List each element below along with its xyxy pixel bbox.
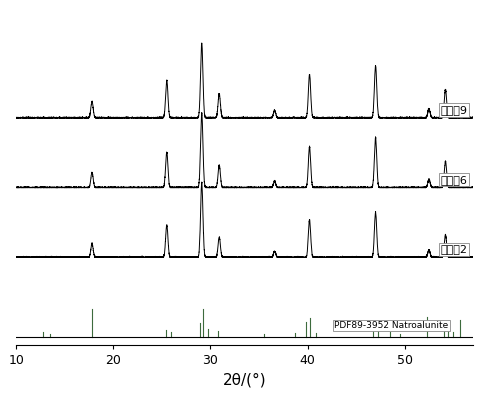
Text: PDF89-3952 Natroalunite: PDF89-3952 Natroalunite [334, 321, 447, 330]
Text: 实施例9: 实施例9 [440, 105, 467, 115]
X-axis label: 2θ/(°): 2θ/(°) [222, 373, 266, 388]
Text: 实施例2: 实施例2 [440, 244, 467, 254]
Text: 实施例6: 实施例6 [440, 175, 467, 185]
